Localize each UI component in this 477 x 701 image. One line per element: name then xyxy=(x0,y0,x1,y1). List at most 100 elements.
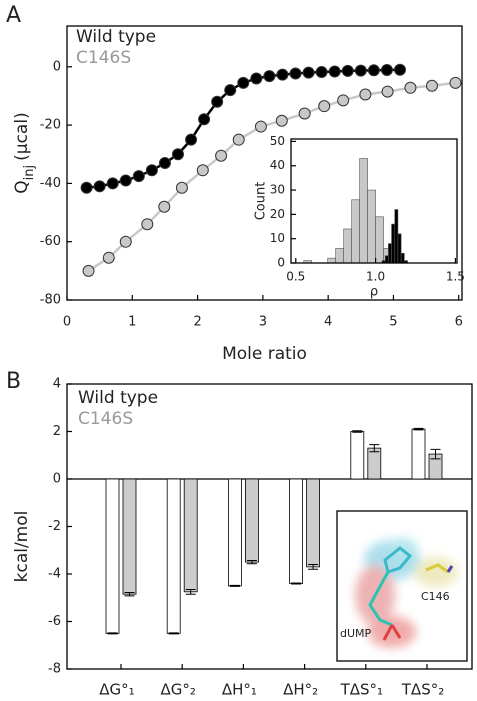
bar xyxy=(166,478,181,634)
y-tick-label: -40 xyxy=(40,176,61,191)
point xyxy=(302,66,315,79)
plot-frame xyxy=(66,25,463,301)
x-tick-label: ΔH°₁ xyxy=(222,681,257,699)
point xyxy=(449,76,462,89)
y-tick-label: 10 xyxy=(270,231,285,245)
x-tick-label: 5 xyxy=(389,315,397,330)
y-axis-label: kcal/mol xyxy=(12,511,32,583)
surface xyxy=(355,538,458,648)
point xyxy=(80,181,93,194)
sticks xyxy=(368,546,454,641)
error-bar xyxy=(185,588,196,595)
y-label-symbol: Q xyxy=(12,180,32,193)
x-tick-label: 3 xyxy=(259,315,267,330)
legend-entry: C146S xyxy=(78,409,133,429)
point xyxy=(276,68,289,81)
residue-label: C146 xyxy=(421,590,450,603)
bar xyxy=(227,478,242,587)
error-bar xyxy=(369,444,380,453)
point xyxy=(196,164,209,177)
bar xyxy=(367,447,382,480)
point xyxy=(232,133,245,146)
point xyxy=(106,177,119,190)
point xyxy=(158,157,171,169)
hist-bar xyxy=(367,189,376,264)
point xyxy=(141,218,154,231)
panel-label: B xyxy=(6,369,21,394)
plot-frame xyxy=(290,138,458,264)
ligand-label: dUMP xyxy=(340,627,372,640)
panel-label: A xyxy=(6,3,21,28)
hist-bar xyxy=(375,216,384,264)
bar xyxy=(122,478,137,595)
hist-bar xyxy=(335,248,344,264)
y-tick-label: -80 xyxy=(40,293,61,308)
hist-bar xyxy=(391,223,396,264)
point xyxy=(211,95,224,108)
x-tick-label: TΔS°₂ xyxy=(401,681,444,699)
point xyxy=(93,180,106,193)
x-tick-label: TΔS°₁ xyxy=(340,681,383,699)
y-tick-label: -4 xyxy=(48,567,61,582)
point xyxy=(185,133,198,146)
point xyxy=(263,70,276,83)
point xyxy=(119,235,132,248)
point xyxy=(381,85,394,98)
x-tick-label: 1.5 xyxy=(446,270,465,284)
x-axis-label: ρ xyxy=(370,285,378,300)
bar xyxy=(183,478,198,593)
hist-bar xyxy=(394,209,399,264)
y-tick-label: 0 xyxy=(53,59,61,74)
x-tick-label: ΔG°₂ xyxy=(160,681,195,699)
structure-inset: C146 dUMP xyxy=(336,510,468,662)
point xyxy=(215,149,228,162)
x-tick-label: 1.0 xyxy=(366,270,385,284)
y-axis-label: Count xyxy=(254,182,269,221)
point xyxy=(250,72,263,85)
bar xyxy=(306,478,321,568)
y-tick-label: -6 xyxy=(48,614,61,629)
y-tick-label: 50 xyxy=(270,134,285,148)
point xyxy=(393,63,406,76)
y-tick-label: 40 xyxy=(270,158,285,172)
point xyxy=(198,113,211,126)
error-bar xyxy=(124,592,135,597)
y-tick-label: 4 xyxy=(53,377,61,392)
bar xyxy=(289,478,304,584)
point xyxy=(119,174,132,187)
point xyxy=(425,79,438,92)
y-tick-label: 20 xyxy=(270,207,285,221)
point xyxy=(337,94,350,107)
bar xyxy=(411,428,426,480)
point xyxy=(224,84,237,97)
point xyxy=(328,65,341,78)
point xyxy=(102,251,115,264)
hist-bar xyxy=(327,257,336,264)
y-label-subscript: inj xyxy=(22,165,37,180)
y-tick-label: 0 xyxy=(53,472,61,487)
hist-bar xyxy=(343,228,352,264)
x-tick-label: ΔG°₁ xyxy=(99,681,134,699)
point xyxy=(298,107,311,120)
y-axis-label: Qinj (μcal) xyxy=(12,112,37,193)
point xyxy=(175,181,188,194)
point xyxy=(315,66,328,79)
bar xyxy=(105,478,120,634)
x-tick-label: 0 xyxy=(63,315,71,330)
error-bar xyxy=(430,448,441,460)
bar xyxy=(244,478,259,563)
hist-bar xyxy=(397,233,402,264)
point xyxy=(359,88,372,101)
error-bar xyxy=(413,427,424,431)
x-tick-label: 0.5 xyxy=(286,270,305,284)
hist-bar xyxy=(388,243,392,264)
point xyxy=(145,164,158,177)
y-tick-label: 30 xyxy=(270,183,285,197)
point xyxy=(82,264,95,277)
point xyxy=(380,64,393,77)
error-bar xyxy=(229,584,240,587)
error-bar xyxy=(107,632,118,635)
legend-entry: Wild type xyxy=(78,388,158,408)
error-bar xyxy=(308,564,319,570)
